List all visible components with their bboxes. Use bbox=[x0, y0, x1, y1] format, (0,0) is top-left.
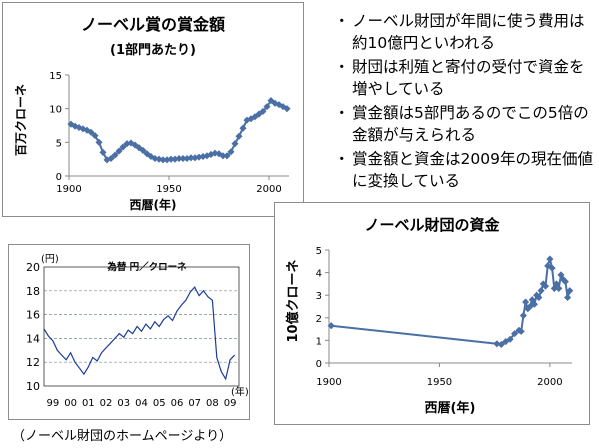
fund-data-point bbox=[535, 293, 543, 301]
prize-data-point bbox=[179, 154, 187, 163]
fund-chart-panel: ノーベル財団の資金 西暦(年) 10億クローネ 0 1 2 3 4 5 1900 1950 20… bbox=[274, 202, 590, 425]
fx-x-tick-label: 00 bbox=[64, 398, 77, 409]
prize-data-point bbox=[175, 154, 183, 163]
prize-data-point bbox=[115, 147, 123, 155]
fund-y-tick-label: 0 bbox=[316, 359, 322, 370]
prize-x-tick-label: 1950 bbox=[156, 184, 181, 195]
fx-x-tick-label: 99 bbox=[46, 398, 59, 409]
prize-chart-title: ノーベル賞の賞金額 bbox=[80, 15, 225, 34]
notes-list: ノーベル財団が年間に使う費用は約10億円といわれる 財団は利殖と寄付の受付で資金… bbox=[334, 10, 596, 194]
prize-x-tick-label: 1900 bbox=[56, 184, 81, 195]
fx-y-tick-label: 14 bbox=[26, 332, 40, 345]
prize-data-point bbox=[167, 155, 175, 163]
prize-y-tick-label: 15 bbox=[49, 71, 62, 82]
fund-chart-ylabel: 10億クローネ bbox=[285, 259, 301, 342]
fx-x-tick-label: 08 bbox=[206, 398, 219, 409]
fund-x-tick-label: 2000 bbox=[537, 377, 562, 388]
fx-x-tick-label: 06 bbox=[171, 398, 184, 409]
prize-data-point bbox=[235, 132, 243, 140]
prize-data-point bbox=[259, 107, 267, 115]
fund-y-tick-label: 2 bbox=[316, 314, 322, 325]
prize-data-point bbox=[187, 154, 195, 162]
prize-data-point bbox=[283, 105, 291, 113]
fx-series-line bbox=[43, 286, 236, 381]
prize-data-point bbox=[231, 140, 239, 148]
fund-y-tick-label: 4 bbox=[316, 269, 322, 280]
prize-y-tick-label: 5 bbox=[56, 138, 62, 149]
fund-x-tick-label: 1950 bbox=[427, 377, 452, 388]
fx-y-tick-label: 10 bbox=[26, 380, 40, 393]
fund-data-point bbox=[519, 312, 527, 320]
fund-x-tick-label: 1900 bbox=[316, 377, 341, 388]
prize-chart-panel: ノーベル賞の賞金額 (1部門あたり) 西暦(年) 百万クローネ 0 5 10 15 19… bbox=[2, 2, 304, 217]
fx-x-tick-label: 03 bbox=[117, 398, 130, 409]
prize-data-point bbox=[223, 152, 231, 160]
fx-chart-xunit: (年) bbox=[231, 385, 249, 398]
note-item: 賞金額と資金は2009年の現在価値に変換している bbox=[334, 148, 596, 192]
fx-y-tick-label: 20 bbox=[26, 261, 40, 274]
prize-data-point bbox=[107, 154, 115, 163]
prize-data-point bbox=[99, 148, 107, 156]
fund-data-point bbox=[541, 282, 550, 290]
prize-data-point bbox=[95, 138, 103, 146]
fx-x-tick-label: 02 bbox=[100, 398, 113, 409]
prize-y-tick-label: 0 bbox=[56, 172, 62, 183]
prize-data-point bbox=[263, 103, 271, 111]
fund-y-tick-label: 5 bbox=[316, 246, 322, 257]
fx-plot-frame bbox=[43, 266, 240, 387]
fund-chart-plot: 10億クローネ 0 1 2 3 4 5 1900 1950 2000 bbox=[285, 246, 574, 388]
fx-x-tick-label: 09 bbox=[224, 398, 237, 409]
prize-chart-subtitle: (1部門あたり) bbox=[110, 43, 196, 58]
fx-y-tick-label: 12 bbox=[26, 356, 40, 369]
fx-y-tick-label: 16 bbox=[26, 309, 40, 322]
prize-x-tick-label: 2000 bbox=[256, 184, 281, 195]
fx-chart-panel: 為替 円／クローネ (円) (年) 10 12 14 16 18 20 99 00 01 02 03… bbox=[8, 244, 250, 420]
prize-data-point bbox=[239, 124, 247, 132]
fx-x-tick-label: 07 bbox=[188, 398, 201, 409]
prize-data-point bbox=[119, 143, 127, 151]
prize-chart-xlabel: 西暦(年) bbox=[129, 198, 177, 212]
fx-x-tick-label: 01 bbox=[82, 398, 95, 409]
fund-data-point bbox=[537, 287, 545, 295]
fund-chart-title: ノーベル財団の資金 bbox=[364, 216, 500, 234]
prize-chart-plot: 百万クローネ 0 5 10 15 1900 1950 2000 bbox=[14, 71, 291, 195]
fund-y-tick-label: 3 bbox=[316, 291, 322, 302]
prize-data-point bbox=[219, 152, 227, 160]
fx-x-tick-label: 04 bbox=[135, 398, 148, 409]
prize-data-point bbox=[91, 132, 99, 140]
fund-y-tick-label: 1 bbox=[316, 336, 322, 347]
source-note: （ノーベル財団のホームページより） bbox=[12, 429, 233, 444]
prize-data-point bbox=[159, 156, 167, 164]
fx-y-tick-label: 18 bbox=[26, 285, 40, 298]
fund-chart-xlabel: 西暦(年) bbox=[424, 401, 476, 416]
note-item: 財団は利殖と寄付の受付で資金を増やしている bbox=[334, 56, 596, 100]
fx-chart-yunit: (円) bbox=[41, 254, 59, 265]
fund-data-point bbox=[564, 293, 572, 301]
note-item: ノーベル財団が年間に使う費用は約10億円といわれる bbox=[334, 10, 596, 54]
fund-data-point bbox=[561, 278, 569, 286]
fund-data-point bbox=[546, 255, 554, 263]
prize-data-point bbox=[227, 148, 235, 156]
prize-data-point bbox=[139, 146, 147, 154]
fund-data-point bbox=[522, 298, 530, 306]
prize-chart-ylabel: 百万クローネ bbox=[14, 84, 28, 156]
note-item: 賞金額は5部門あるのでこの5倍の金額が与えられる bbox=[334, 102, 596, 146]
prize-y-tick-label: 10 bbox=[49, 105, 62, 116]
fx-x-tick-label: 05 bbox=[153, 398, 166, 409]
prize-data-point bbox=[111, 151, 119, 159]
prize-data-point bbox=[87, 128, 95, 136]
